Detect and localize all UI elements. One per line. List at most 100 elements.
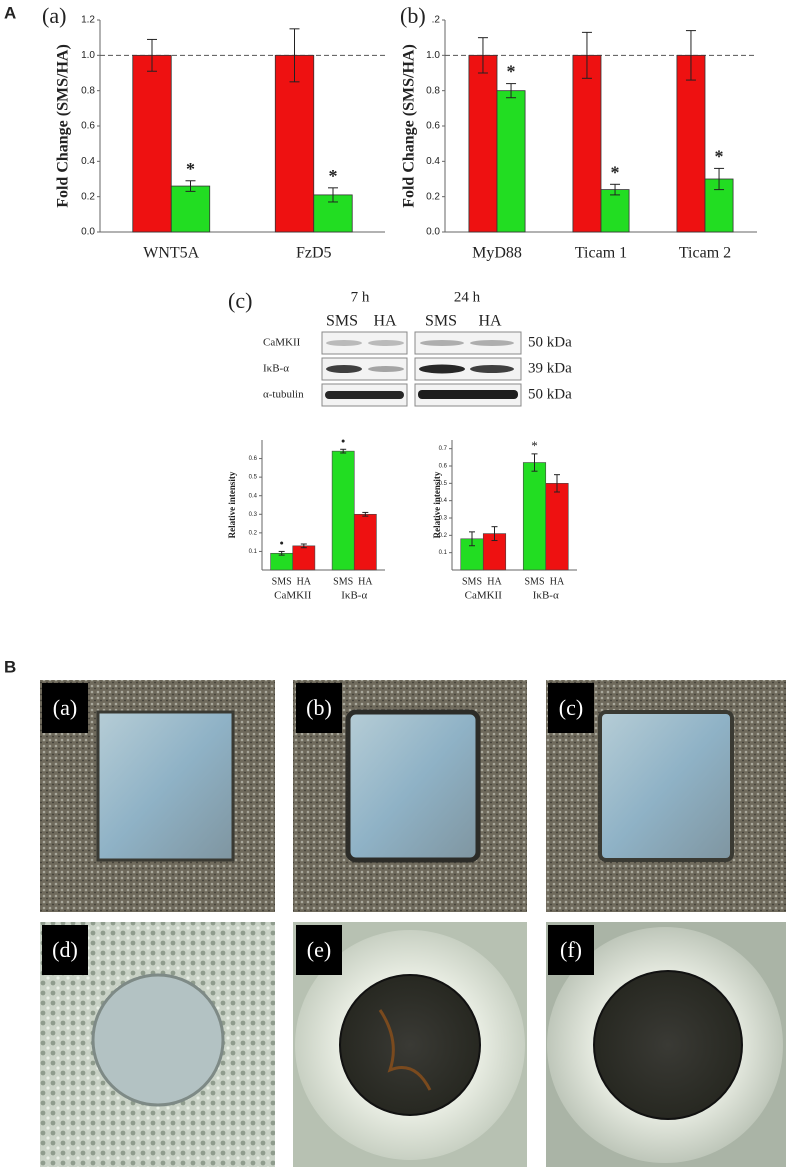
significance-mark: • bbox=[279, 535, 284, 550]
x-tick-label: FzD5 bbox=[296, 245, 332, 262]
y-tick-label: 0.2 bbox=[81, 191, 95, 202]
bar bbox=[704, 178, 734, 233]
y-axis-label: Relative intensity bbox=[227, 471, 237, 538]
y-tick-label: 0.2 bbox=[249, 530, 258, 536]
y-tick-label: 0.5 bbox=[249, 475, 258, 481]
y-tick-label: 0.3 bbox=[249, 512, 258, 518]
sample-disc bbox=[91, 973, 225, 1107]
lane-label: HA bbox=[373, 313, 397, 330]
x-tick-label: HA bbox=[487, 576, 502, 587]
y-tick-label: 0.8 bbox=[426, 85, 440, 96]
group-label: CaMKII bbox=[274, 590, 312, 602]
photo-label: (c) bbox=[559, 695, 583, 720]
bar bbox=[170, 185, 211, 233]
figure-label: A bbox=[4, 3, 16, 22]
lane-label: SMS bbox=[326, 313, 358, 330]
time-label: 7 h bbox=[351, 289, 370, 305]
y-tick-label: 0.0 bbox=[81, 227, 95, 238]
significance-mark: * bbox=[531, 438, 538, 453]
protein-label: IκB-α bbox=[263, 363, 289, 375]
sample-disc bbox=[339, 974, 481, 1116]
figure-label: B bbox=[4, 657, 16, 676]
y-tick-label: 0.2 bbox=[439, 533, 448, 539]
y-tick-label: .2 bbox=[432, 15, 441, 26]
x-tick-label: Ticam 2 bbox=[679, 245, 731, 262]
size-label: 50 kDa bbox=[528, 386, 572, 402]
y-tick-label: 0.0 bbox=[426, 227, 440, 238]
photo-label: (a) bbox=[53, 695, 77, 720]
bar bbox=[676, 54, 706, 233]
time-label: 24 h bbox=[454, 289, 481, 305]
x-tick-label: SMS bbox=[333, 576, 353, 587]
panel-label: (c) bbox=[228, 288, 252, 313]
y-tick-label: 0.8 bbox=[81, 85, 95, 96]
bar bbox=[522, 462, 547, 571]
bar bbox=[331, 450, 355, 571]
y-tick-label: 0.4 bbox=[81, 156, 95, 167]
photo-label: (e) bbox=[307, 937, 331, 962]
x-tick-label: MyD88 bbox=[472, 245, 522, 262]
blot: (c) 7 h 24 h SMS HA SMS HA CaMKII IκB-α … bbox=[228, 288, 572, 407]
x-tick-label: HA bbox=[550, 576, 565, 587]
y-tick-label: 0.1 bbox=[439, 550, 448, 556]
y-tick-label: 0.6 bbox=[81, 121, 95, 132]
size-label: 50 kDa bbox=[528, 334, 572, 350]
significance-mark: • bbox=[341, 433, 346, 448]
lane-label: HA bbox=[478, 313, 502, 330]
protein-label: CaMKII bbox=[263, 337, 301, 349]
y-tick-label: 0.4 bbox=[426, 156, 440, 167]
bar bbox=[496, 90, 526, 233]
x-tick-label: HA bbox=[358, 576, 373, 587]
y-axis-label: Fold Change (SMS/HA) bbox=[55, 44, 72, 208]
blot-frames bbox=[321, 331, 522, 407]
y-axis-label: Fold Change (SMS/HA) bbox=[401, 44, 418, 208]
y-tick-label: 1.2 bbox=[81, 15, 95, 26]
significance-mark: * bbox=[186, 159, 195, 179]
sample-square bbox=[96, 710, 235, 862]
significance-mark: * bbox=[507, 62, 516, 82]
photo-labels: (a) (b) (c) (d) (e) (f) bbox=[42, 683, 594, 975]
blot-bands bbox=[325, 340, 518, 399]
y-tick-label: 0.4 bbox=[249, 493, 258, 499]
bar bbox=[274, 54, 315, 233]
x-tick-label: HA bbox=[297, 576, 312, 587]
x-tick-label: SMS bbox=[272, 576, 292, 587]
lane-label: SMS bbox=[425, 313, 457, 330]
bar bbox=[132, 54, 172, 233]
y-tick-label: 0.1 bbox=[249, 549, 258, 555]
y-tick-label: 1.0 bbox=[426, 50, 440, 61]
x-tick-label: SMS bbox=[462, 576, 482, 587]
photo-label: (f) bbox=[560, 937, 582, 962]
bar bbox=[270, 552, 294, 571]
y-tick-label: 0.7 bbox=[439, 446, 448, 452]
y-tick-label: 0.6 bbox=[439, 464, 448, 470]
group-label: CaMKII bbox=[465, 590, 503, 602]
y-tick-label: 1.0 bbox=[81, 50, 95, 61]
bar bbox=[292, 545, 316, 571]
y-tick-label: 0.2 bbox=[426, 191, 440, 202]
group-label: IκB-α bbox=[533, 590, 559, 602]
bar bbox=[353, 513, 377, 571]
bar bbox=[545, 483, 569, 571]
sample-square bbox=[345, 709, 481, 863]
bar bbox=[600, 189, 630, 233]
size-label: 39 kDa bbox=[528, 360, 572, 376]
photos: (a) (b) (c) (d) (e) (f) bbox=[40, 680, 786, 1167]
x-tick-label: WNT5A bbox=[143, 245, 199, 262]
x-tick-label: SMS bbox=[524, 576, 544, 587]
sample-disc bbox=[593, 970, 743, 1120]
bar bbox=[468, 54, 498, 233]
x-tick-label: Ticam 1 bbox=[575, 245, 627, 262]
crack bbox=[378, 1009, 432, 1091]
y-tick-label: 0.4 bbox=[439, 498, 448, 504]
photo-label: (b) bbox=[306, 695, 332, 720]
y-tick-label: 0.3 bbox=[439, 516, 448, 522]
significance-mark: * bbox=[611, 162, 620, 182]
significance-mark: * bbox=[715, 147, 724, 167]
group-label: IκB-α bbox=[341, 590, 367, 602]
protein-label: α-tubulin bbox=[263, 389, 304, 401]
bar bbox=[572, 54, 602, 233]
y-tick-label: 0.5 bbox=[439, 481, 448, 487]
photo-label: (d) bbox=[52, 937, 78, 962]
